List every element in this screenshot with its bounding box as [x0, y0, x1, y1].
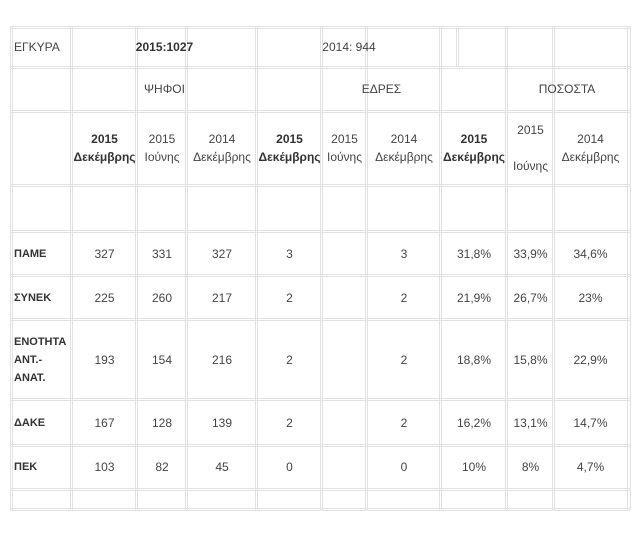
percent-dec2015-header: 2015 Δεκέμβρης [442, 132, 506, 164]
grid-line-v [507, 26, 508, 510]
grid-line-v [320, 26, 321, 510]
seats-jun2015-header: 2015 Ιούνης [326, 132, 363, 164]
table-cell-votes: 217 [211, 291, 233, 305]
table-cell-percent: 10% [461, 460, 487, 474]
table-cell-seats [322, 320, 367, 400]
valid-votes-2015: 2015:1027 [135, 40, 194, 54]
table-cell-percent: 8% [521, 460, 540, 474]
grid-line-v [185, 26, 186, 510]
percent-group-header: ΠΟΣΟΣΤΑ [538, 82, 596, 96]
seats-dec2015-header: 2015 Δεκέμβρης [258, 132, 321, 164]
table-cell-votes: 128 [151, 416, 173, 430]
table-cell-percent: 31,8% [456, 247, 492, 261]
table-cell-seats: 2 [400, 353, 408, 367]
grid-line-v [630, 26, 631, 510]
grid-line-v [187, 26, 188, 510]
table-cell-percent: 23% [578, 291, 603, 305]
table-cell-percent: 14,7% [573, 416, 608, 430]
table-cell-percent: 13,1% [513, 416, 548, 430]
grid-line-h [10, 510, 630, 511]
grid-line-v [135, 26, 136, 510]
table-cell-seats: 2 [286, 353, 293, 367]
grid-line-v [627, 26, 628, 510]
table-cell-seats [322, 400, 367, 446]
table-cell-percent: 16,2% [456, 416, 492, 430]
table-cell-percent: 34,6% [573, 247, 608, 261]
table-cell-seats: 2 [286, 416, 293, 430]
table-cell-votes: 103 [94, 460, 115, 474]
grid-line-v [12, 26, 13, 510]
table-cell-percent: 18,8% [456, 353, 492, 367]
percent-dec2014-header: 2014 Δεκέμβρης [561, 132, 620, 164]
table-cell-votes: 82 [155, 460, 169, 474]
table-cell-percent: 15,8% [513, 353, 548, 367]
table-cell-percent: 4,7% [576, 460, 605, 474]
party-name: ΠΑΜΕ [14, 248, 47, 260]
grid-line-v [458, 28, 459, 66]
grid-line-v [10, 26, 11, 510]
table-cell-votes: 45 [215, 460, 229, 474]
party-name: ΕΝΟΤΗΤΑ ΑΝΤ.- ΑΝΑΤ. [14, 336, 67, 384]
seats-group-header: ΕΔΡΕΣ [361, 82, 402, 96]
party-name: ΠΕΚ [14, 461, 38, 473]
table-cell-seats: 0 [286, 460, 293, 474]
table-cell-seats: 2 [400, 416, 408, 430]
grid-line-v [137, 26, 138, 510]
grid-line-v [70, 26, 71, 510]
grid-line-v [367, 26, 368, 510]
seats-dec2014-header: 2014 Δεκέμβρης [375, 132, 433, 164]
valid-votes-2014: 2014: 944 [322, 40, 376, 54]
table-cell-seats: 2 [286, 291, 293, 305]
votes-group-header: ΨΗΦΟΙ [144, 82, 185, 96]
grid-line-v [72, 26, 73, 510]
table-cell-votes: 327 [211, 247, 233, 261]
votes-jun2015-header: 2015 Ιούνης [144, 132, 180, 164]
table-cell-percent: 22,9% [573, 353, 608, 367]
table-cell-seats [322, 276, 367, 320]
table-cell-votes: 139 [211, 416, 233, 430]
table-cell-percent: 21,9% [456, 291, 492, 305]
table-cell-percent: 26,7% [513, 291, 548, 305]
table-cell-votes: 154 [151, 353, 173, 367]
grid-line-v [322, 26, 323, 510]
party-name: ΣΥΝΕΚ [14, 292, 52, 304]
table-cell-votes: 216 [211, 353, 233, 367]
grid-line-v [441, 26, 442, 510]
votes-dec2014-header: 2014 Δεκέμβρης [193, 132, 251, 164]
table-cell-votes: 331 [151, 247, 173, 261]
table-cell-votes: 225 [94, 291, 115, 305]
valid-votes-label: ΕΓΚΥΡΑ [14, 40, 60, 54]
grid-line-v [552, 26, 553, 510]
grid-line-v [257, 26, 258, 510]
table-cell-votes: 193 [94, 353, 115, 367]
grid-line-v [554, 26, 555, 510]
votes-dec2015-header: 2015 Δεκέμβρης [73, 132, 136, 164]
grid-line-v [505, 26, 506, 510]
table-cell-seats: 2 [400, 291, 408, 305]
table-cell-percent: 33,9% [513, 247, 548, 261]
party-name: ΔΑΚΕ [14, 417, 46, 429]
table-cell-votes: 260 [151, 291, 173, 305]
table-cell-votes: 327 [94, 247, 115, 261]
grid-line-v [365, 26, 366, 510]
grid-line-v [255, 26, 256, 510]
percent-jun2015-header: 2015 Ιούνης [512, 123, 549, 173]
table-cell-seats [322, 446, 367, 488]
table-cell-seats [322, 232, 367, 276]
table-cell-seats: 0 [400, 460, 408, 474]
table-cell-votes: 167 [94, 416, 115, 430]
grid-line-v [456, 28, 457, 66]
table-cell-seats: 3 [286, 247, 293, 261]
table-cell-seats: 3 [400, 247, 408, 261]
grid-line-v [439, 26, 440, 510]
